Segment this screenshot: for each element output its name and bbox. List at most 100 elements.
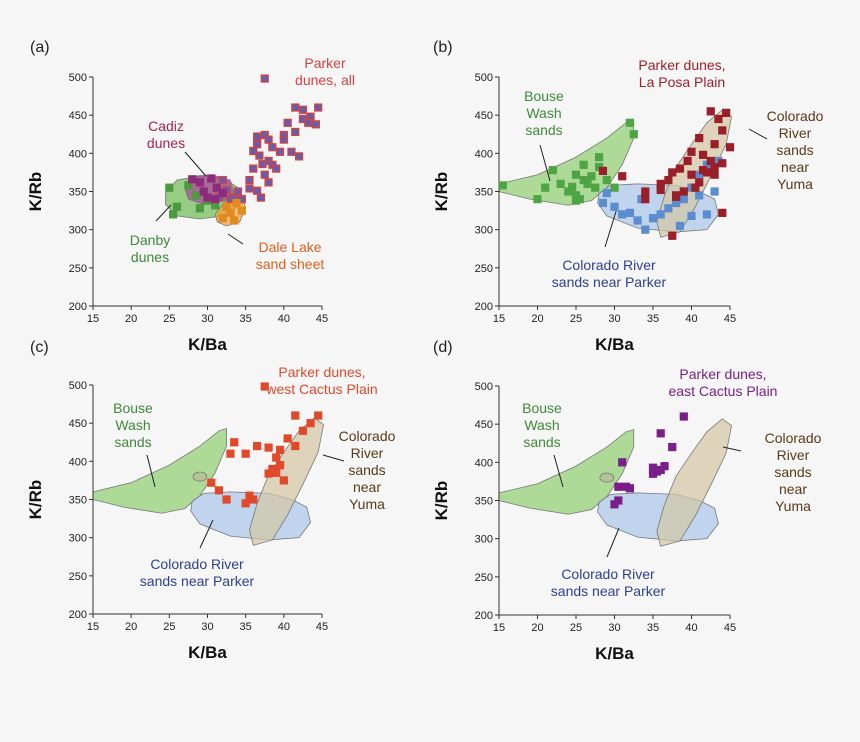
x-tick-label: 35 [240, 313, 252, 325]
data-point [222, 495, 231, 504]
data-point [233, 187, 243, 196]
y-tick-label: 450 [69, 418, 87, 430]
x-tick-label: 25 [570, 313, 582, 325]
data-point [618, 210, 627, 219]
panel-b: (b) 200 250 300 350 400 450 500 15 20 25 30 35 40 45 K/… [432, 39, 824, 354]
y-tick-label: 250 [475, 263, 493, 275]
y-tick-label: 500 [475, 381, 493, 393]
leader-line [606, 527, 620, 558]
data-point [195, 204, 204, 213]
y-tick-label: 250 [69, 263, 87, 275]
data-point [311, 120, 320, 129]
series-parker-dunes-east-cactus-plain [610, 412, 688, 509]
data-point [255, 151, 264, 160]
data-point [718, 159, 727, 168]
annotation-cparker: Colorado River sands near Parker [140, 556, 255, 589]
data-point [230, 216, 239, 225]
data-point [295, 152, 304, 161]
annotation-line: Colorado River [150, 556, 244, 572]
data-point [702, 168, 712, 177]
series-parker-dunes-west-cactus-plain [207, 382, 323, 508]
data-point [211, 195, 220, 204]
y-tick-label: 300 [475, 225, 493, 237]
data-point [258, 159, 267, 169]
annotation-line: Yuma [777, 176, 813, 192]
series-dale-lake-sand-sheet [218, 198, 246, 225]
data-point [218, 214, 227, 223]
data-point [232, 198, 241, 208]
data-point [725, 143, 735, 152]
data-point [679, 187, 688, 196]
y-tick-label: 450 [475, 419, 493, 431]
data-point [275, 147, 285, 156]
x-tick-label: 20 [531, 622, 543, 634]
y-tick-label: 500 [69, 380, 87, 392]
annotation-line: Yuma [349, 496, 385, 512]
annotation-danby: Danby dunes [130, 232, 170, 265]
annotation-yuma: Colorado River sands near Yuma [767, 108, 824, 192]
leader-line [146, 454, 156, 488]
y-tick-label: 400 [69, 456, 87, 468]
x-tick-label: 30 [608, 313, 620, 325]
y-tick-label: 350 [69, 187, 87, 199]
panel-d: (d) 200 250 300 350 400 450 500 15 20 25 30 35 40 45 K/… [432, 339, 822, 663]
data-point [722, 108, 731, 117]
y-tick-label: 500 [69, 72, 87, 84]
annotation-line: near [353, 479, 381, 495]
annotation-parker: Parker dunes, all [295, 55, 355, 88]
data-point [264, 443, 273, 452]
data-point [291, 441, 300, 451]
data-point [304, 118, 313, 127]
data-point [556, 179, 565, 188]
x-axis-title: K/Ba [595, 335, 634, 354]
data-point [668, 231, 677, 240]
x-tick-label: 35 [647, 622, 659, 634]
annotation-line: sands [774, 464, 811, 480]
y-tick-label: 200 [475, 301, 493, 313]
leader-line [722, 446, 742, 452]
data-point [226, 208, 235, 217]
data-point [710, 162, 719, 172]
data-point [656, 429, 665, 438]
x-tick-label: 20 [125, 313, 137, 325]
x-tick-label: 15 [493, 622, 505, 634]
small-outline-region [599, 472, 615, 483]
data-point [191, 191, 201, 200]
data-point [253, 140, 262, 149]
data-point [291, 411, 300, 420]
data-point [695, 178, 704, 187]
data-point [591, 183, 600, 192]
annotation-bouse: Bouse Wash sands [113, 400, 153, 450]
data-point [718, 208, 727, 217]
data-point [710, 170, 719, 179]
data-point [610, 500, 619, 509]
x-tick-label: 45 [316, 621, 328, 633]
annotation-parker: Parker dunes, east Cactus Plain [669, 366, 778, 399]
annotation-line: Colorado [765, 430, 822, 446]
data-point [675, 221, 685, 230]
annotation-line: River [351, 445, 384, 461]
data-point [264, 135, 273, 144]
x-tick-label: 30 [201, 313, 213, 325]
annotation-line: sands [114, 434, 151, 450]
data-point [275, 445, 285, 454]
annotation-line: Parker dunes, [638, 57, 725, 73]
data-point [272, 468, 281, 477]
leader-line [553, 454, 564, 488]
data-point [264, 469, 273, 478]
annotation-line: dunes [131, 249, 169, 265]
panel-label: (b) [433, 39, 453, 56]
annotation-line: east Cactus Plain [669, 383, 778, 399]
data-point [648, 469, 658, 478]
region-colorado-river-sands-near-yuma [656, 418, 732, 547]
data-point [165, 183, 174, 192]
annotation-line: near [779, 481, 807, 497]
data-point [498, 181, 507, 190]
data-point [687, 211, 696, 221]
x-tick-label: 15 [87, 313, 99, 325]
data-point [656, 179, 665, 188]
data-point [664, 175, 673, 185]
x-tick-label: 25 [163, 621, 175, 633]
data-point [245, 175, 254, 185]
data-point [214, 486, 224, 495]
